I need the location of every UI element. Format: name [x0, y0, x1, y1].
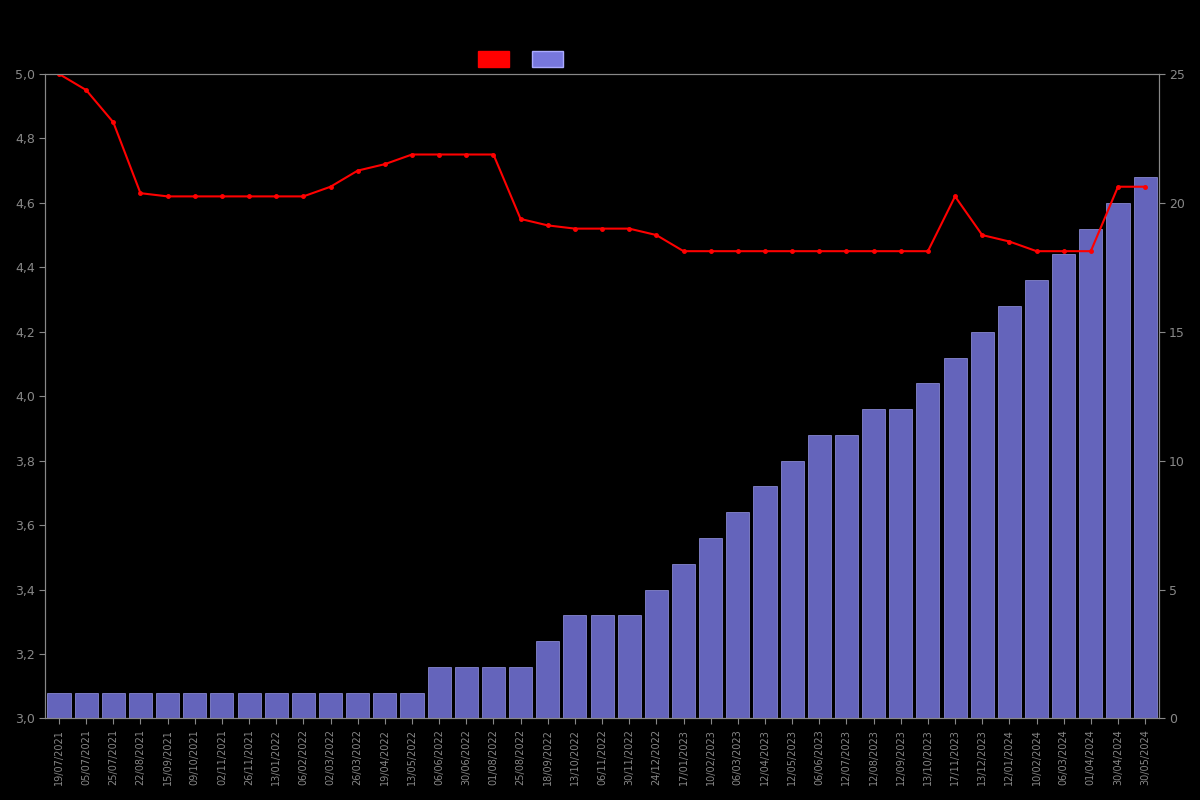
Bar — [1079, 229, 1103, 718]
Bar — [156, 693, 179, 718]
Bar — [373, 693, 396, 718]
Bar — [943, 358, 966, 718]
Bar — [210, 693, 234, 718]
Legend: , : , — [473, 46, 576, 73]
Bar — [292, 693, 314, 718]
Bar — [1052, 254, 1075, 718]
Bar — [48, 693, 71, 718]
Bar — [754, 486, 776, 718]
Bar — [482, 667, 505, 718]
Bar — [401, 693, 424, 718]
Bar — [644, 590, 668, 718]
Bar — [74, 693, 97, 718]
Bar — [618, 615, 641, 718]
Bar — [509, 667, 532, 718]
Bar — [835, 435, 858, 718]
Bar — [346, 693, 370, 718]
Bar — [672, 564, 695, 718]
Bar — [238, 693, 260, 718]
Bar — [998, 306, 1021, 718]
Bar — [889, 409, 912, 718]
Bar — [319, 693, 342, 718]
Bar — [1106, 203, 1129, 718]
Bar — [184, 693, 206, 718]
Bar — [726, 512, 749, 718]
Bar — [128, 693, 152, 718]
Bar — [455, 667, 478, 718]
Bar — [917, 383, 940, 718]
Bar — [265, 693, 288, 718]
Bar — [102, 693, 125, 718]
Bar — [971, 332, 994, 718]
Bar — [427, 667, 451, 718]
Bar — [1134, 177, 1157, 718]
Bar — [536, 641, 559, 718]
Bar — [563, 615, 587, 718]
Bar — [590, 615, 613, 718]
Bar — [808, 435, 830, 718]
Bar — [862, 409, 886, 718]
Bar — [780, 461, 804, 718]
Bar — [1025, 280, 1048, 718]
Bar — [700, 538, 722, 718]
